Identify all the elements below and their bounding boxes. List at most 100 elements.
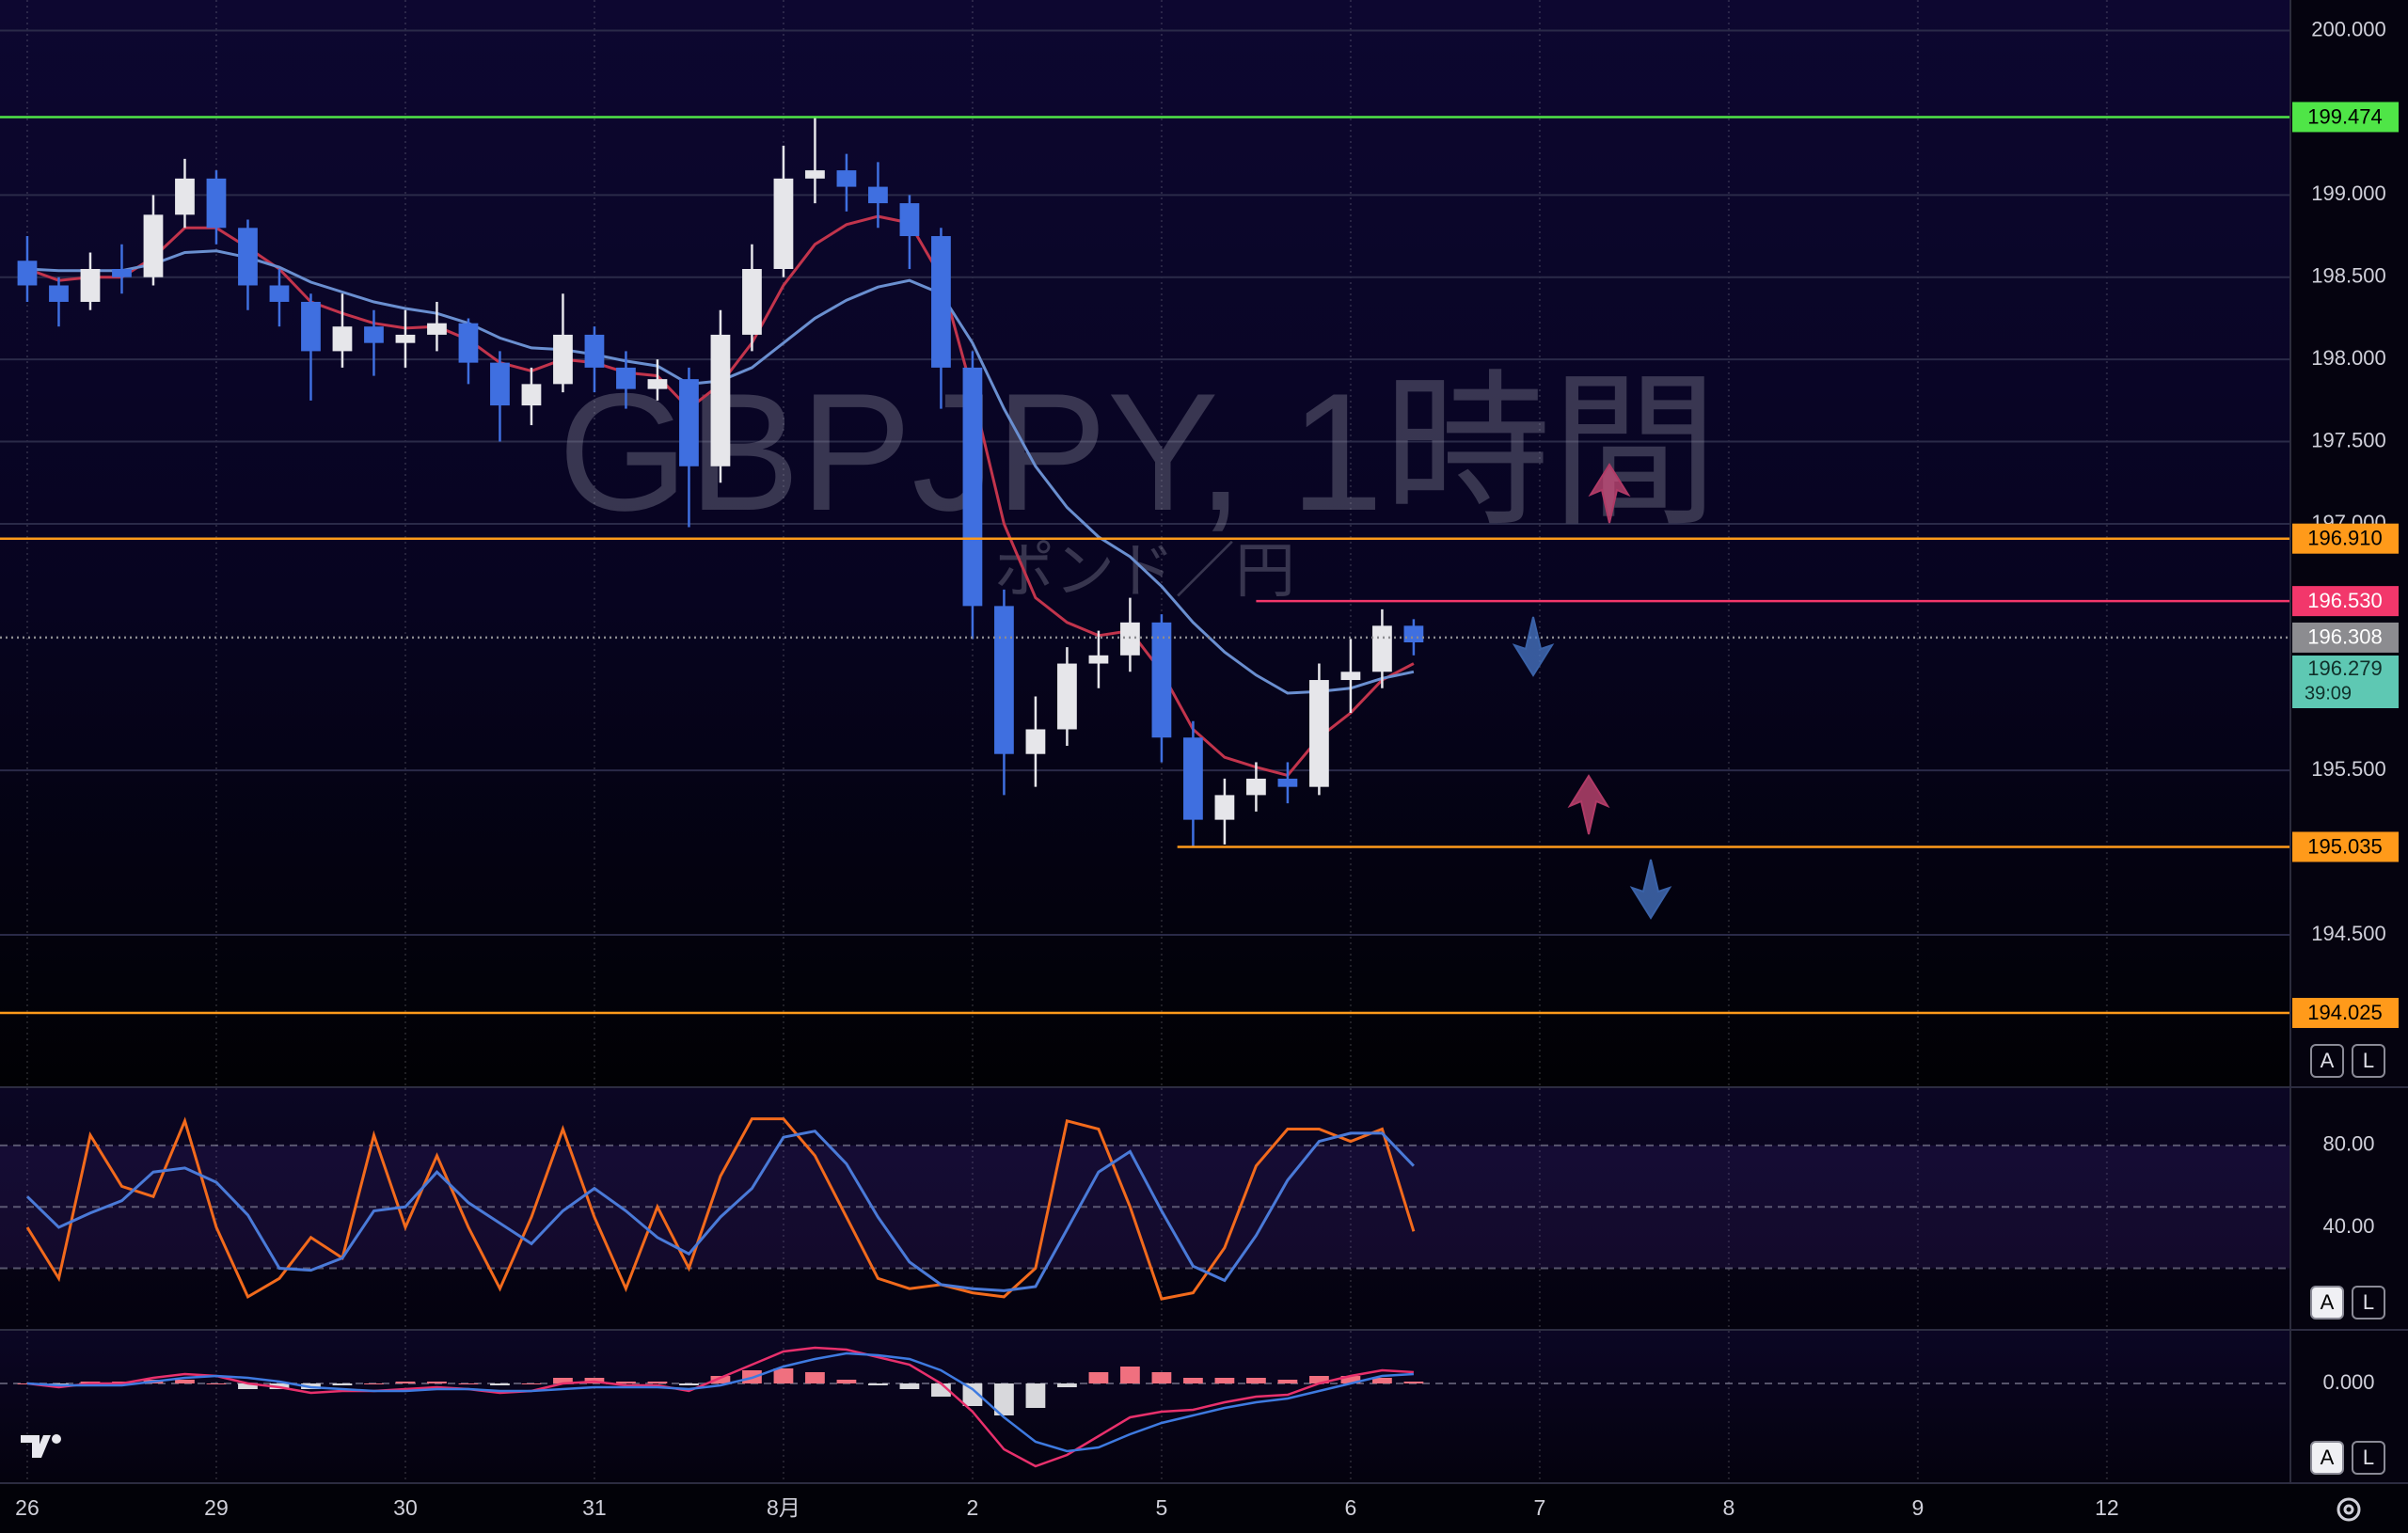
candle-body [1246,778,1266,796]
histogram-bar [1151,1372,1172,1383]
candle-body [1025,729,1046,754]
candle-body [962,367,983,607]
candle-body [49,285,69,302]
candle-body [238,228,258,286]
x-tick-label: 7 [1534,1495,1546,1520]
x-tick-label: 31 [582,1495,607,1520]
price-label-box [2292,998,2399,1029]
y-tick-label: 200.000 [2311,17,2386,40]
watermark-title: GBPJPY, 1時間 [558,358,1718,545]
scale-button[interactable] [2310,1044,2344,1078]
candle-body [206,178,227,229]
candle-body [805,170,825,179]
price-label: 196.910 [2307,527,2383,550]
histogram-bar [1277,1380,1298,1383]
candle-body [458,323,479,363]
x-tick-label: 6 [1345,1495,1357,1520]
candle-body [1120,622,1140,656]
price-label: 196.279 [2307,656,2383,680]
candle-body [1372,625,1392,672]
histogram-bar [962,1383,983,1406]
price-label: 196.530 [2307,589,2383,612]
tradingview-logo [21,1434,61,1458]
histogram-bar [395,1382,416,1383]
candle-body [931,236,951,368]
gear[interactable] [2337,1497,2361,1522]
candle-body [332,326,353,352]
histogram-bar [490,1383,510,1385]
x-tick-label: 8 [1722,1495,1735,1520]
gear-center [2343,1504,2354,1515]
histogram-bar [836,1380,857,1383]
histogram-bar [773,1368,794,1383]
price-label: 194.025 [2307,1001,2383,1024]
histogram-bar [1403,1382,1424,1383]
histogram-bar [1120,1367,1140,1383]
histogram-bar [1372,1378,1392,1383]
candle-body [427,323,447,335]
scale-button[interactable] [2352,1044,2385,1078]
candle-body [868,186,888,204]
x-tick-label: 8月 [767,1495,800,1520]
histogram-bar [1088,1372,1109,1383]
x-tick-label: 5 [1156,1495,1168,1520]
candle-body [301,301,321,352]
up-arrow [1588,463,1631,524]
scale-button[interactable] [2352,1441,2385,1475]
y-tick-label: 80.00 [2322,1132,2374,1156]
histogram-bar [1025,1383,1046,1408]
candle-body [80,268,101,302]
histogram-bar [175,1380,195,1383]
countdown-label: 39:09 [2305,683,2352,703]
scale-button-label[interactable]: A [2321,1290,2335,1314]
scale-button-label[interactable]: L [2363,1049,2374,1072]
price-label-box [2292,523,2399,554]
x-tick-label: 26 [15,1495,40,1520]
scale-button-label[interactable]: A [2321,1446,2335,1469]
histogram-bar [206,1383,227,1384]
down-arrow [1512,616,1555,677]
candle-body [175,178,195,215]
scale-button-label[interactable]: L [2363,1446,2374,1469]
histogram-bar [1340,1376,1361,1383]
candle-body [1088,655,1109,664]
histogram-bar [710,1376,731,1383]
time-axis [0,1482,2408,1533]
indicator-line [25,1116,1416,1301]
candle-body [1277,778,1298,787]
price-label: 199.474 [2307,104,2383,128]
candle-body [490,362,510,406]
down-arrow [1629,859,1672,920]
candle-body [773,178,794,269]
y-tick-label: 40.00 [2322,1214,2374,1238]
signal-arrows [1512,463,1672,920]
scale-button[interactable] [2310,1441,2344,1475]
histogram-bar [521,1383,542,1384]
scale-button-label[interactable]: L [2363,1290,2374,1314]
price-label: 195.035 [2307,834,2383,858]
histogram-bar [616,1382,636,1383]
y-tick-label: 195.500 [2311,757,2386,781]
histogram-bar [805,1372,825,1383]
scale-button[interactable] [2352,1286,2385,1320]
logo-dot [52,1434,61,1444]
scale-button-label[interactable]: A [2321,1049,2335,1072]
histogram-bar [679,1383,699,1385]
candle-body [1183,737,1203,820]
candle-body [679,379,699,466]
price-axis [2290,0,2408,1482]
scale-button[interactable] [2310,1286,2344,1320]
histogram-bar [1057,1383,1077,1387]
price-label: 196.308 [2307,625,2383,649]
x-tick-label: 9 [1911,1495,1924,1520]
histogram-bar [647,1382,668,1383]
candle-body [364,326,384,343]
y-tick-label: 199.000 [2311,182,2386,205]
price-label-box [2292,656,2399,709]
marks [0,116,2290,1468]
settings-button[interactable] [2337,1497,2361,1522]
histogram-bar [1214,1378,1235,1383]
candle-body [553,334,573,385]
